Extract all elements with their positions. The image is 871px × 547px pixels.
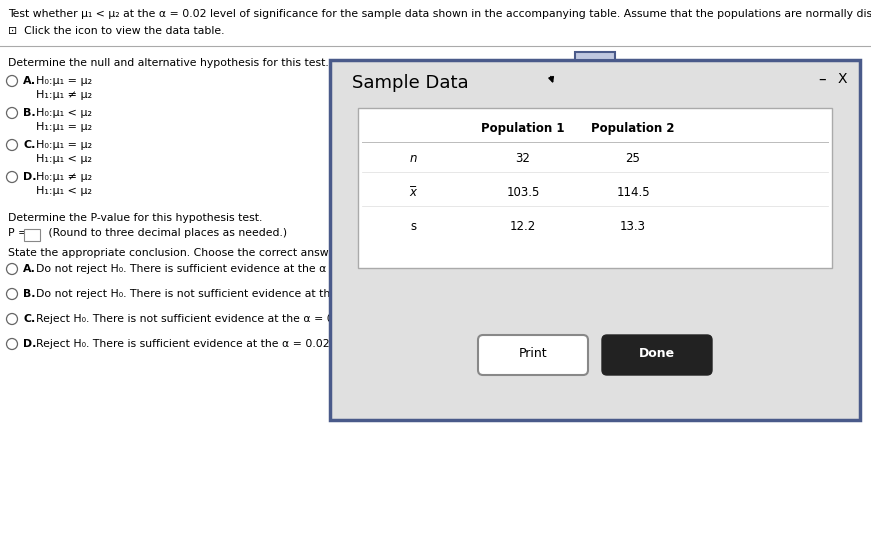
Text: ⊡  Click the icon to view the data table.: ⊡ Click the icon to view the data table. <box>8 26 225 36</box>
FancyBboxPatch shape <box>330 60 860 420</box>
FancyBboxPatch shape <box>24 229 39 241</box>
Text: A.: A. <box>23 264 36 274</box>
Text: Population 2: Population 2 <box>591 122 675 135</box>
Text: Test whether μ₁ < μ₂ at the α = 0.02 level of significance for the sample data s: Test whether μ₁ < μ₂ at the α = 0.02 lev… <box>8 9 871 19</box>
FancyBboxPatch shape <box>358 108 832 268</box>
Text: 13.3: 13.3 <box>620 220 646 233</box>
Text: –: – <box>818 72 826 87</box>
Text: 12.2: 12.2 <box>510 220 537 233</box>
Text: B.: B. <box>23 108 36 118</box>
Text: Population 1: Population 1 <box>482 122 564 135</box>
Text: H₁:μ₁ ≠ μ₂: H₁:μ₁ ≠ μ₂ <box>36 90 92 100</box>
Text: Determine the P-value for this hypothesis test.: Determine the P-value for this hypothesi… <box>8 213 262 223</box>
Text: 114.5: 114.5 <box>616 186 650 199</box>
Text: X: X <box>837 72 847 86</box>
Text: H₀:μ₁ = μ₂: H₀:μ₁ = μ₂ <box>36 140 92 150</box>
Text: Do not reject H₀. There is sufficient evidence at the α = 0.02 level of signific: Do not reject H₀. There is sufficient ev… <box>36 264 617 274</box>
Text: s: s <box>410 220 416 233</box>
Text: H₁:μ₁ < μ₂: H₁:μ₁ < μ₂ <box>36 186 92 196</box>
Text: 32: 32 <box>516 152 530 165</box>
Text: 25: 25 <box>625 152 640 165</box>
Text: D.: D. <box>23 339 37 349</box>
FancyBboxPatch shape <box>602 335 712 375</box>
FancyBboxPatch shape <box>575 52 615 60</box>
Text: H₀:μ₁ = μ₂: H₀:μ₁ = μ₂ <box>36 76 92 86</box>
Text: (Round to three decimal places as needed.): (Round to three decimal places as needed… <box>45 228 287 238</box>
Text: H₁:μ₁ = μ₂: H₁:μ₁ = μ₂ <box>36 122 92 132</box>
Text: D.: D. <box>23 172 37 182</box>
Text: P =: P = <box>8 228 30 238</box>
Text: C.: C. <box>23 140 36 150</box>
Text: Sample Data: Sample Data <box>352 74 469 92</box>
Text: Determine the null and alternative hypothesis for this test.: Determine the null and alternative hypot… <box>8 58 328 68</box>
Text: A.: A. <box>23 76 36 86</box>
Text: Do not reject H₀. There is not sufficient evidence at the α = 0.02 level of sign: Do not reject H₀. There is not sufficien… <box>36 289 638 299</box>
Text: Reject H₀. There is sufficient evidence at the α = 0.02 level of significance to: Reject H₀. There is sufficient evidence … <box>36 339 579 349</box>
Text: 103.5: 103.5 <box>506 186 540 199</box>
Text: C.: C. <box>23 314 35 324</box>
FancyBboxPatch shape <box>478 335 588 375</box>
Text: Print: Print <box>519 347 547 360</box>
Text: H₁:μ₁ < μ₂: H₁:μ₁ < μ₂ <box>36 154 92 164</box>
Text: Done: Done <box>639 347 675 360</box>
Text: H₀:μ₁ ≠ μ₂: H₀:μ₁ ≠ μ₂ <box>36 172 92 182</box>
Text: State the appropriate conclusion. Choose the correct answer below.: State the appropriate conclusion. Choose… <box>8 248 378 258</box>
Text: n: n <box>409 152 416 165</box>
Text: H₀:μ₁ < μ₂: H₀:μ₁ < μ₂ <box>36 108 92 118</box>
Text: Reject H₀. There is not sufficient evidence at the α = 0.02 level of significanc: Reject H₀. There is not sufficient evide… <box>36 314 601 324</box>
Text: B.: B. <box>23 289 36 299</box>
Text: x̅: x̅ <box>409 186 416 199</box>
